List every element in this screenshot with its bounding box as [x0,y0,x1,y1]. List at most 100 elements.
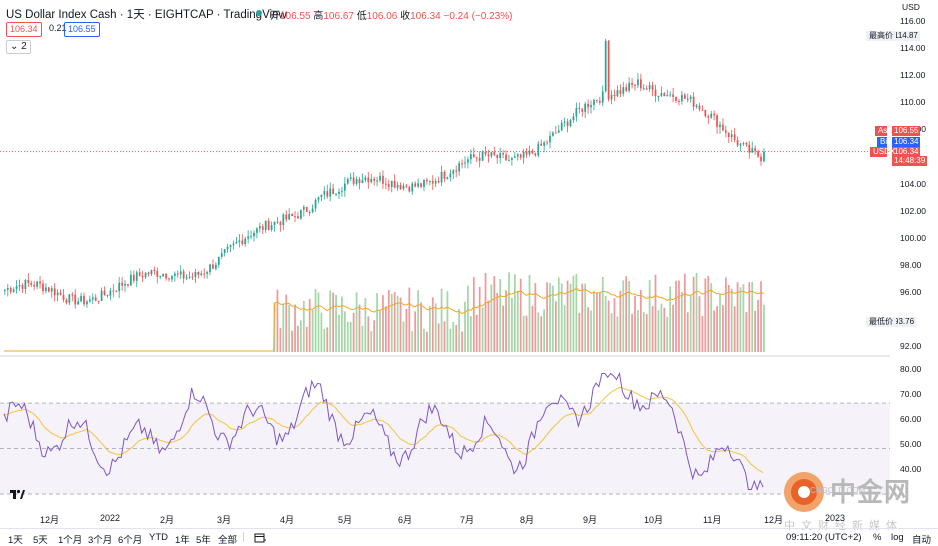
candle-body [361,180,364,184]
volume-bar [367,316,370,352]
candle-body [704,110,707,117]
range-1d[interactable]: 1天 [8,535,23,546]
change-value: −0.24 (−0.23%) [443,11,513,22]
candle-body [176,273,179,275]
volume-bar [411,331,414,352]
candle-body [537,143,540,156]
candlesticks [4,38,765,309]
candle-body [496,155,499,159]
time-axis[interactable]: 12月 2022 2月 3月 4月 5月 6月 7月 8月 9月 10月 11月… [0,510,890,526]
range-5d[interactable]: 5天 [33,535,48,546]
volume-bar [587,307,589,352]
volume-bar [434,303,437,352]
candle-body [698,105,701,110]
candle-body [39,281,41,284]
volume-bar [707,276,710,352]
time-tick: 2月 [160,515,175,525]
candle-body [118,282,121,292]
price-tick: 110.00 [900,97,926,107]
percent-toggle[interactable]: % [873,532,882,543]
candle-body [338,191,340,194]
volume-bar [458,309,461,352]
time-tick: 8月 [520,515,535,525]
low-price-tag: 93.76 [892,317,917,327]
volume-bar [279,327,282,352]
candle-body [733,134,736,140]
candle-body [637,79,639,86]
candle-body [147,272,150,275]
candle-body [106,295,109,297]
log-toggle[interactable]: log [891,532,904,543]
candle-body [285,214,288,220]
candle-body [326,191,329,197]
candle-body [179,271,182,275]
watermark: 中金网 CNGOLD.COM 中文财经新媒体 [780,468,930,538]
candle-body [373,179,376,181]
volume-bar [300,320,302,352]
range-all[interactable]: 全部 [218,535,238,546]
candle-body [282,214,285,226]
range-1m[interactable]: 1个月 [58,535,83,546]
currency-label[interactable]: USD [902,2,920,12]
candle-body [197,272,200,275]
time-tick: 12月 [40,515,60,525]
candle-body [165,273,167,279]
range-3m[interactable]: 3个月 [88,535,113,546]
candle-body [484,151,487,155]
candle-body [212,264,214,269]
candle-body [103,290,106,296]
volume-bar [613,298,616,352]
volume-bar [742,284,745,352]
candle-body [83,295,85,305]
clock[interactable]: 09:11:20 (UTC+2) [786,532,862,543]
volume-bar [675,280,677,352]
price-tick: 114.00 [900,43,926,53]
candle-body [65,299,68,303]
candle-body [21,284,24,290]
range-6m[interactable]: 6个月 [118,535,143,546]
volume-bar [560,283,563,352]
candle-body [417,183,419,187]
open-value: 106.55 [280,11,311,22]
volume-bar [543,309,546,352]
candle-body [130,274,132,286]
candle-body [648,85,651,90]
volume-bar [557,277,560,352]
volume-bar [710,283,713,352]
volume-bar [736,282,739,352]
candle-body [200,273,203,275]
candle-body [478,157,481,161]
indicators-toggle[interactable]: ⌄ 2 [6,40,31,54]
candle-body [678,100,680,102]
candle-body [382,175,384,184]
candle-body [426,179,428,182]
volume-bar [727,284,730,352]
calendar-goto-icon[interactable] [254,532,266,543]
volume-bar [534,283,537,352]
candle-body [423,179,425,188]
candle-body [666,95,669,97]
volume-bar [390,293,393,352]
range-1y[interactable]: 1年 [175,535,190,546]
symbol-title[interactable]: US Dollar Index Cash · 1天 · EIGHTCAP · T… [6,9,287,21]
price-axis[interactable]: USD 116.00 114.00 112.00 110.00 108.00 1… [890,0,938,510]
volume-bar [308,298,311,352]
high-price-tag: 114.87 [892,31,920,41]
volume-bar [414,311,417,352]
tradingview-logo-icon[interactable] [9,488,25,500]
candle-body [739,143,742,146]
candle-body [393,180,396,188]
price-chart[interactable] [0,0,890,510]
volume-bar [525,315,528,352]
range-ytd[interactable]: YTD [149,532,168,543]
buy-button[interactable]: 106.55 [64,22,100,37]
volume-bar [376,293,378,352]
volume-bar [467,285,469,352]
candle-body [713,113,716,116]
time-tick: 6月 [398,515,413,525]
auto-toggle[interactable]: 自动 [912,535,932,546]
range-5y[interactable]: 5年 [196,535,211,546]
candle-body [516,154,519,157]
sell-button[interactable]: 106.34 [6,22,42,37]
volume-bar [332,292,335,352]
